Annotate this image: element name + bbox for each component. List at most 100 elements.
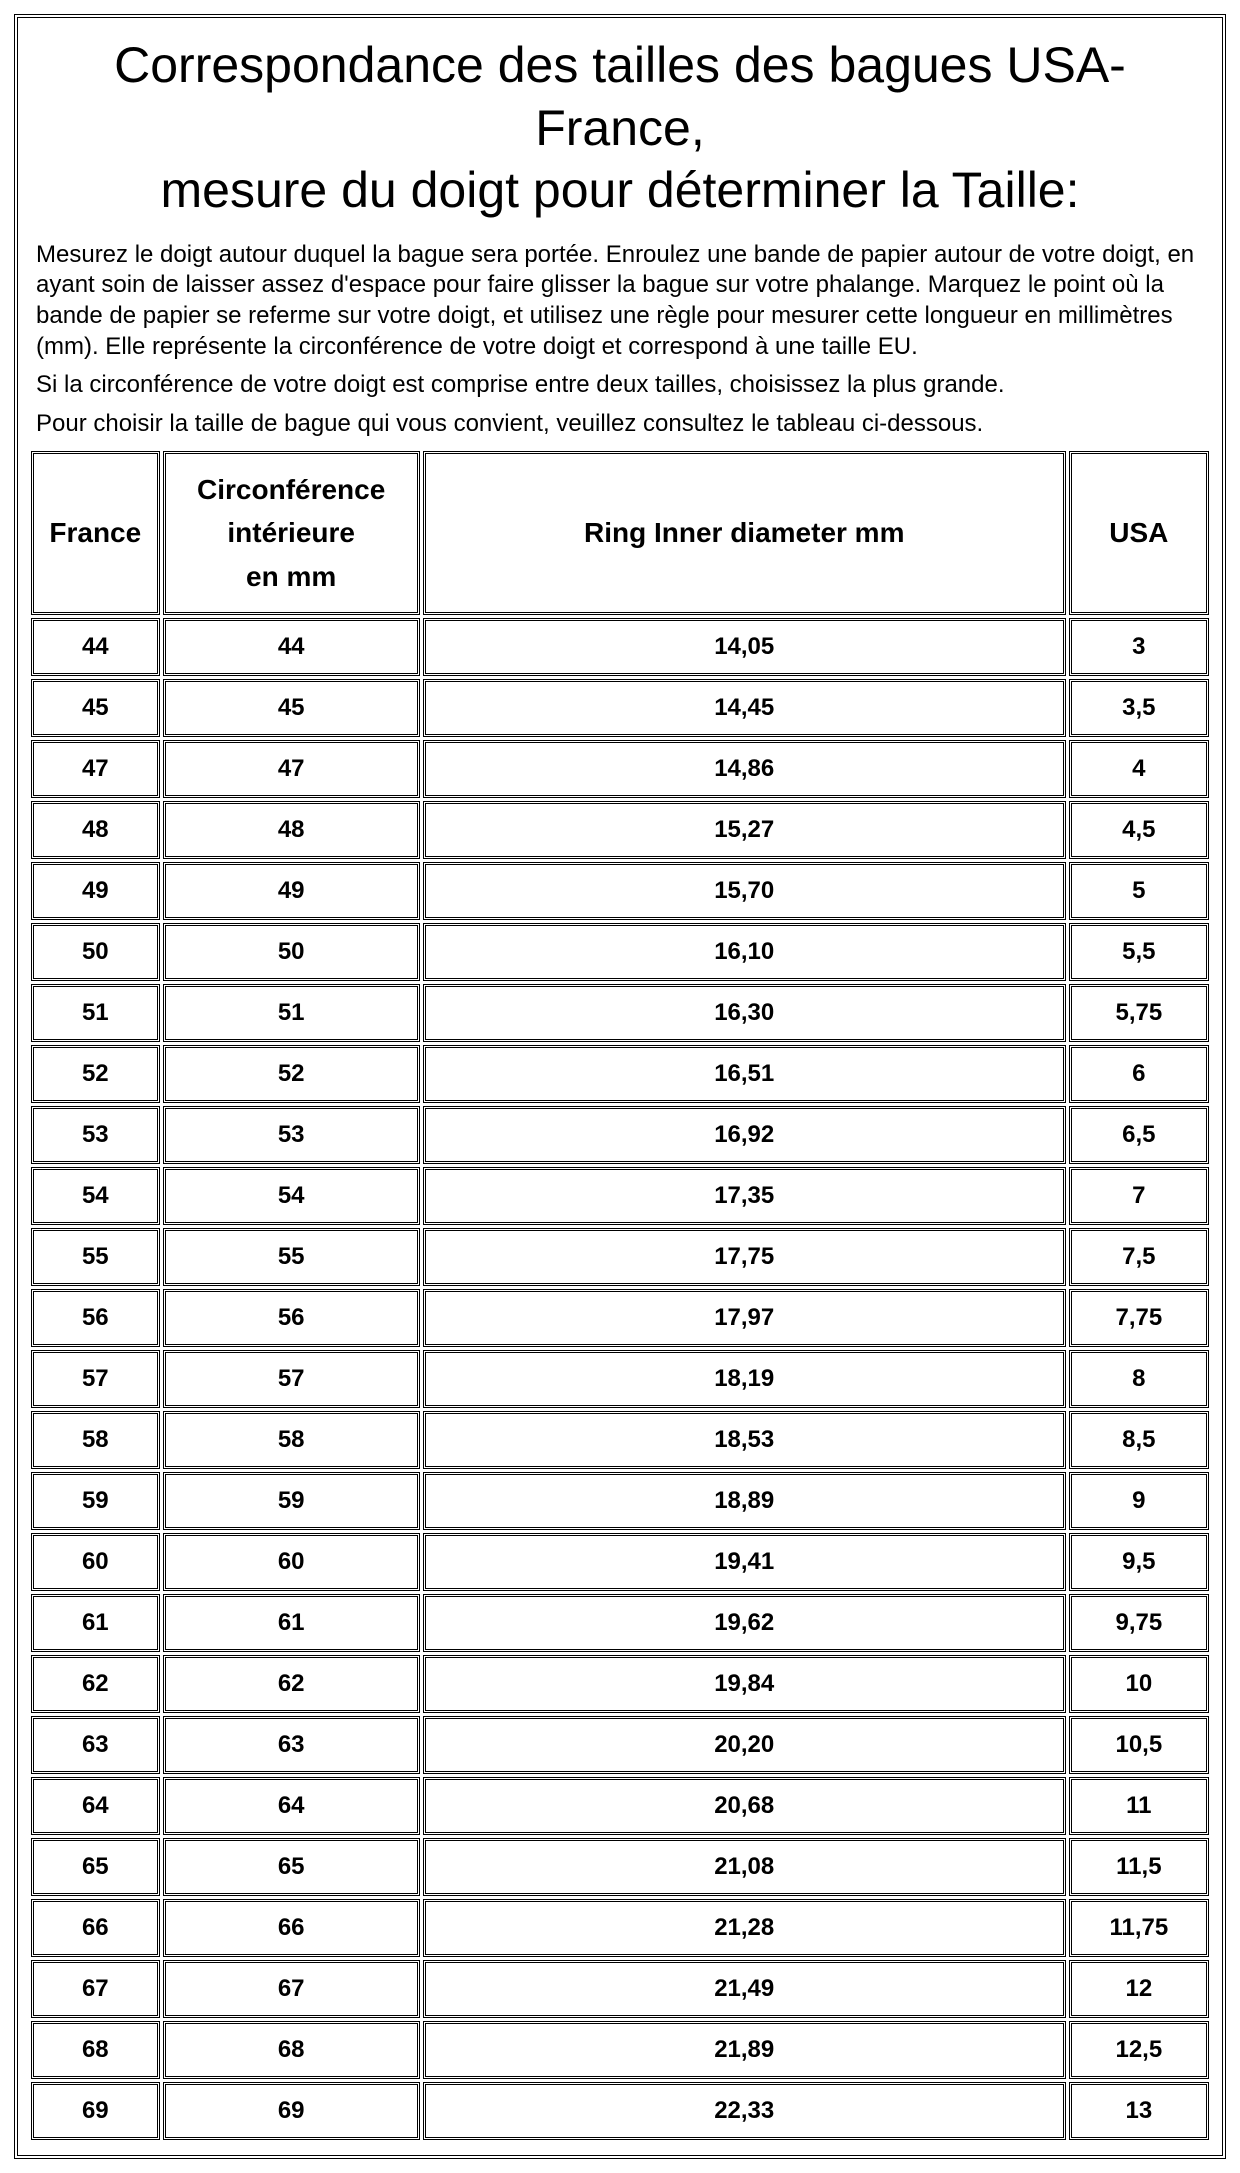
cell-france: 47 — [31, 740, 160, 798]
table-row: 555517,757,5 — [31, 1228, 1209, 1286]
cell-circonference: 53 — [163, 1106, 420, 1164]
cell-diameter: 15,27 — [423, 801, 1066, 859]
cell-usa: 6 — [1069, 1045, 1209, 1103]
cell-france: 62 — [31, 1655, 160, 1713]
cell-circonference: 44 — [163, 618, 420, 676]
cell-circonference: 60 — [163, 1533, 420, 1591]
cell-diameter: 17,35 — [423, 1167, 1066, 1225]
cell-circonference: 55 — [163, 1228, 420, 1286]
cell-france: 65 — [31, 1838, 160, 1896]
instructions-paragraph-2: Si la circonférence de votre doigt est c… — [36, 370, 1204, 401]
cell-diameter: 16,10 — [423, 923, 1066, 981]
cell-circonference: 56 — [163, 1289, 420, 1347]
cell-france: 54 — [31, 1167, 160, 1225]
cell-usa: 8,5 — [1069, 1411, 1209, 1469]
cell-usa: 4,5 — [1069, 801, 1209, 859]
cell-france: 69 — [31, 2082, 160, 2140]
instructions-paragraph-1: Mesurez le doigt autour duquel la bague … — [36, 240, 1204, 363]
cell-diameter: 21,08 — [423, 1838, 1066, 1896]
cell-diameter: 19,62 — [423, 1594, 1066, 1652]
cell-france: 51 — [31, 984, 160, 1042]
cell-usa: 10 — [1069, 1655, 1209, 1713]
cell-diameter: 16,92 — [423, 1106, 1066, 1164]
cell-diameter: 18,19 — [423, 1350, 1066, 1408]
cell-circonference: 61 — [163, 1594, 420, 1652]
table-row: 686821,8912,5 — [31, 2021, 1209, 2079]
cell-usa: 11,75 — [1069, 1899, 1209, 1957]
table-row: 545417,357 — [31, 1167, 1209, 1225]
instructions-paragraph-3: Pour choisir la taille de bague qui vous… — [36, 409, 1204, 440]
cell-france: 60 — [31, 1533, 160, 1591]
cell-circonference: 58 — [163, 1411, 420, 1469]
cell-usa: 3,5 — [1069, 679, 1209, 737]
cell-diameter: 21,49 — [423, 1960, 1066, 2018]
instructions-block: Mesurez le doigt autour duquel la bague … — [36, 240, 1204, 440]
page-title: Correspondance des tailles des bagues US… — [38, 34, 1202, 222]
table-row: 525216,516 — [31, 1045, 1209, 1103]
cell-circonference: 48 — [163, 801, 420, 859]
cell-diameter: 16,30 — [423, 984, 1066, 1042]
cell-usa: 9,5 — [1069, 1533, 1209, 1591]
cell-circonference: 62 — [163, 1655, 420, 1713]
cell-france: 50 — [31, 923, 160, 981]
cell-circonference: 59 — [163, 1472, 420, 1530]
table-header: France Circonférence intérieure en mm Ri… — [31, 451, 1209, 615]
table-row: 696922,3313 — [31, 2082, 1209, 2140]
table-row: 626219,8410 — [31, 1655, 1209, 1713]
table-row: 535316,926,5 — [31, 1106, 1209, 1164]
cell-usa: 9,75 — [1069, 1594, 1209, 1652]
table-row: 494915,705 — [31, 862, 1209, 920]
cell-usa: 6,5 — [1069, 1106, 1209, 1164]
table-row: 454514,453,5 — [31, 679, 1209, 737]
table-row: 575718,198 — [31, 1350, 1209, 1408]
cell-usa: 12,5 — [1069, 2021, 1209, 2079]
document-frame: Correspondance des tailles des bagues US… — [14, 14, 1226, 2159]
cell-diameter: 18,89 — [423, 1472, 1066, 1530]
cell-france: 67 — [31, 1960, 160, 2018]
cell-usa: 3 — [1069, 618, 1209, 676]
cell-diameter: 14,86 — [423, 740, 1066, 798]
cell-france: 68 — [31, 2021, 160, 2079]
table-row: 444414,053 — [31, 618, 1209, 676]
table-row: 646420,6811 — [31, 1777, 1209, 1835]
cell-circonference: 51 — [163, 984, 420, 1042]
cell-france: 52 — [31, 1045, 160, 1103]
table-row: 595918,899 — [31, 1472, 1209, 1530]
cell-diameter: 20,20 — [423, 1716, 1066, 1774]
cell-circonference: 57 — [163, 1350, 420, 1408]
cell-france: 48 — [31, 801, 160, 859]
column-header-france: France — [31, 451, 160, 615]
cell-diameter: 18,53 — [423, 1411, 1066, 1469]
column-header-circonference: Circonférence intérieure en mm — [163, 451, 420, 615]
cell-circonference: 63 — [163, 1716, 420, 1774]
cell-diameter: 14,45 — [423, 679, 1066, 737]
cell-circonference: 54 — [163, 1167, 420, 1225]
table-row: 585818,538,5 — [31, 1411, 1209, 1469]
cell-diameter: 22,33 — [423, 2082, 1066, 2140]
cell-usa: 10,5 — [1069, 1716, 1209, 1774]
cell-usa: 7,5 — [1069, 1228, 1209, 1286]
table-row: 666621,2811,75 — [31, 1899, 1209, 1957]
cell-france: 55 — [31, 1228, 160, 1286]
cell-circonference: 50 — [163, 923, 420, 981]
cell-circonference: 68 — [163, 2021, 420, 2079]
table-row: 656521,0811,5 — [31, 1838, 1209, 1896]
cell-circonference: 45 — [163, 679, 420, 737]
table-row: 505016,105,5 — [31, 923, 1209, 981]
cell-usa: 11 — [1069, 1777, 1209, 1835]
cell-diameter: 14,05 — [423, 618, 1066, 676]
table-row: 515116,305,75 — [31, 984, 1209, 1042]
cell-circonference: 69 — [163, 2082, 420, 2140]
cell-usa: 5,75 — [1069, 984, 1209, 1042]
cell-diameter: 16,51 — [423, 1045, 1066, 1103]
cell-usa: 9 — [1069, 1472, 1209, 1530]
cell-france: 49 — [31, 862, 160, 920]
cell-usa: 7,75 — [1069, 1289, 1209, 1347]
table-row: 636320,2010,5 — [31, 1716, 1209, 1774]
cell-france: 61 — [31, 1594, 160, 1652]
cell-diameter: 20,68 — [423, 1777, 1066, 1835]
table-row: 606019,419,5 — [31, 1533, 1209, 1591]
cell-usa: 11,5 — [1069, 1838, 1209, 1896]
cell-france: 53 — [31, 1106, 160, 1164]
cell-france: 56 — [31, 1289, 160, 1347]
